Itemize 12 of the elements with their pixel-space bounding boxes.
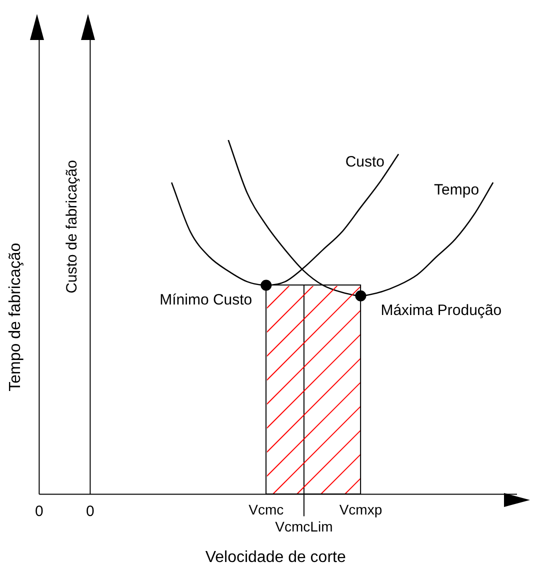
- series-label: Tempo: [434, 182, 480, 199]
- annotation: Mínimo Custo: [160, 291, 252, 308]
- x-tick-label: Vcmc: [248, 501, 284, 518]
- text: 0: [35, 502, 44, 520]
- y-axis-title: Tempo de fabricação: [7, 242, 24, 392]
- text: 0: [86, 502, 94, 520]
- annotation: Máxima Produção: [380, 302, 502, 319]
- series-label: Custo: [345, 153, 385, 170]
- x-tick-label: Vcmxp: [339, 501, 382, 518]
- y2-axis-title: Custo de fabricação: [63, 160, 80, 294]
- x-axis-title: Velocidade de corte: [205, 548, 346, 566]
- x-tick-label: VcmcLim: [275, 518, 333, 534]
